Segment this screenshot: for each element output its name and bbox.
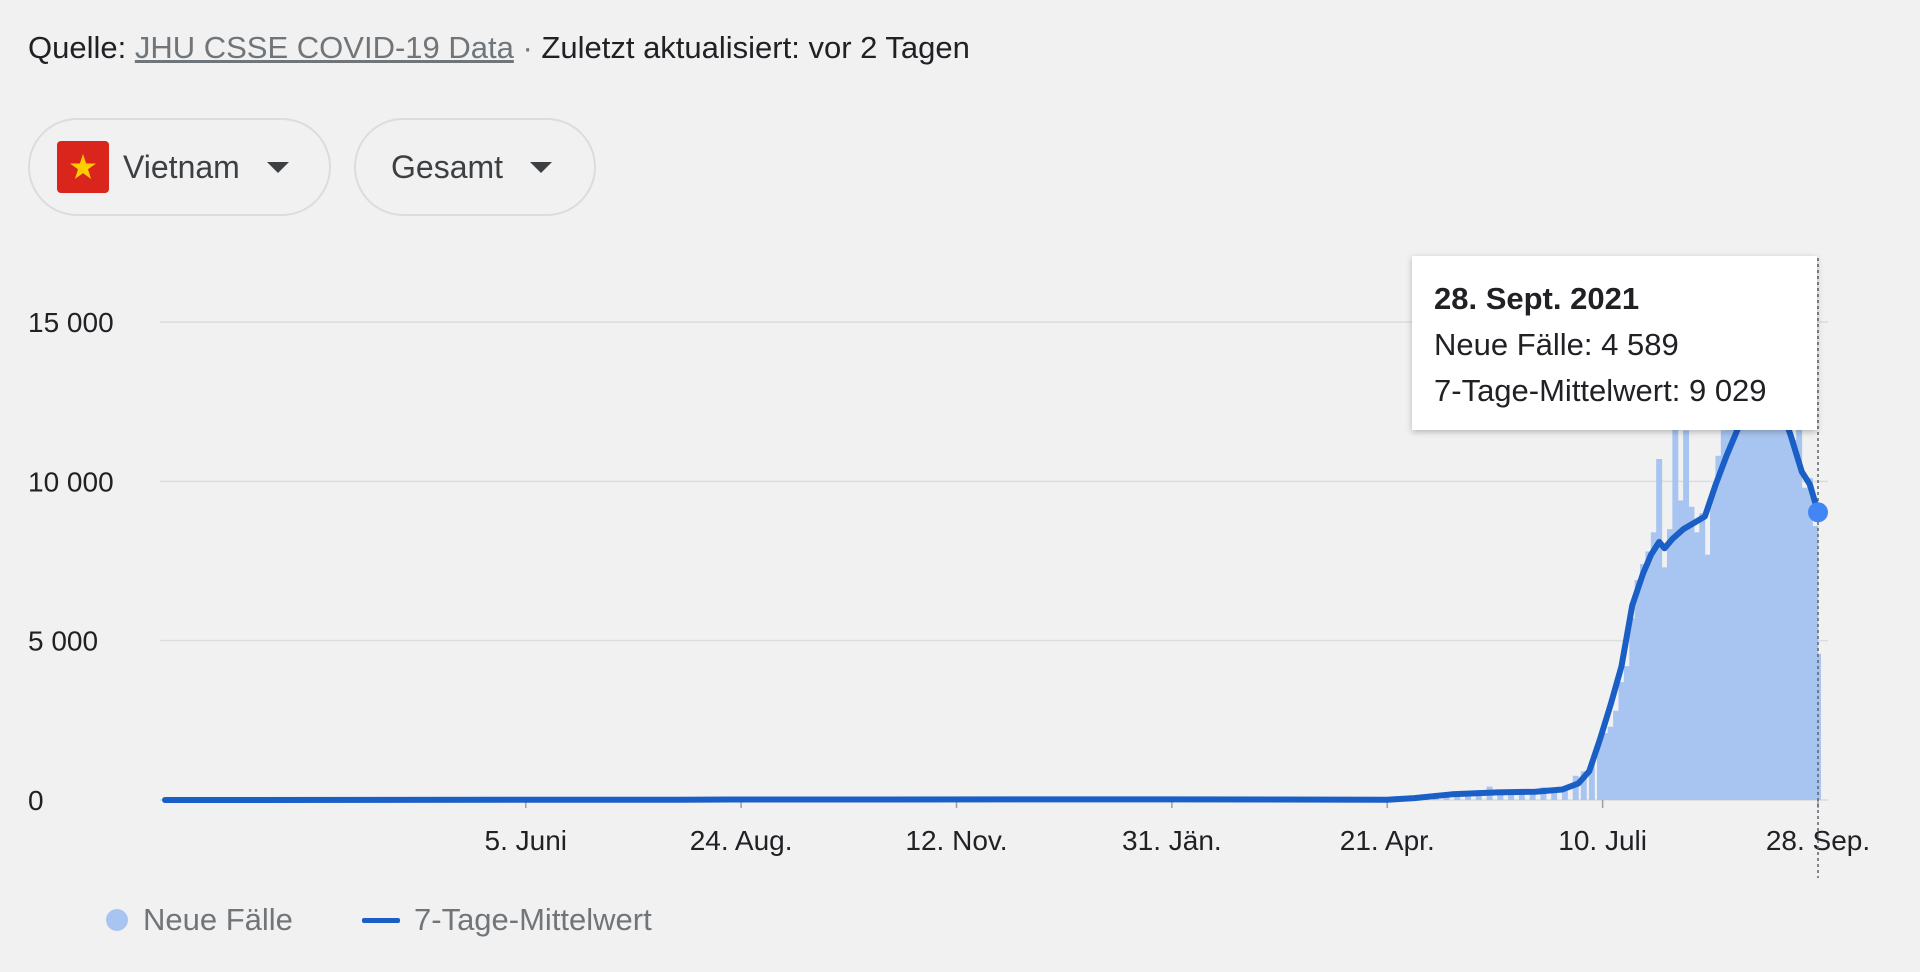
bar-new-cases [1774, 392, 1781, 800]
bar-new-cases [1726, 408, 1733, 800]
bar-new-cases [1715, 455, 1722, 800]
country-dropdown-label: Vietnam [123, 148, 240, 185]
bar-new-cases [1529, 792, 1536, 800]
bar-new-cases [1699, 513, 1706, 800]
bar-new-cases [1613, 710, 1620, 800]
mode-dropdown-label: Gesamt [391, 148, 504, 185]
bar-new-cases [1561, 786, 1568, 800]
x-tick-label: 10. Juli [1558, 825, 1647, 856]
bar-new-cases [1518, 791, 1525, 800]
bar-new-cases [1640, 564, 1646, 800]
bar-new-cases [1693, 532, 1700, 800]
last-updated-text: Zuletzt aktualisiert: vor 2 Tagen [541, 30, 970, 65]
bar-new-cases [1623, 666, 1630, 800]
bar-new-cases [1551, 788, 1558, 800]
bar-new-cases [1731, 385, 1738, 800]
bar-new-cases [1769, 404, 1776, 800]
bar-new-cases [1645, 551, 1652, 800]
country-dropdown[interactable]: Vietnam [28, 118, 331, 216]
bar-new-cases [1683, 430, 1690, 800]
seven-day-average-line [162, 392, 1821, 803]
x-tick-label: 24. Aug. [690, 825, 793, 856]
bar-new-cases [1785, 430, 1792, 800]
bar-new-cases [1801, 487, 1808, 800]
legend-dot-icon [106, 909, 128, 931]
bar-new-cases [1465, 793, 1471, 800]
bar-new-cases [1634, 580, 1641, 800]
source-separator: · [513, 30, 542, 65]
bar-new-cases [1666, 529, 1673, 800]
bar-new-cases [1572, 775, 1579, 800]
x-tick-label: 5. Juni [485, 825, 568, 856]
tooltip-new-cases: Neue Fälle: 4 589 [1434, 327, 1679, 362]
source-prefix: Quelle: [28, 30, 127, 65]
bar-new-cases [1742, 347, 1749, 800]
bar-new-cases [1677, 500, 1684, 800]
chart-tooltip: 28. Sept. 2021 Neue Fälle: 4 589 7-Tage-… [1412, 256, 1817, 430]
legend-seven-day-average[interactable]: 7-Tage-Mittelwert [362, 902, 652, 938]
bar-new-cases [1596, 739, 1603, 800]
chevron-down-icon [267, 161, 289, 173]
bar-new-cases [1758, 408, 1765, 800]
bar-new-cases [1747, 366, 1754, 800]
legend-line-icon [362, 917, 400, 923]
bar-new-cases [1710, 490, 1716, 800]
bar-new-cases [1580, 771, 1587, 800]
bar-new-cases [1588, 761, 1595, 800]
mode-dropdown[interactable]: Gesamt [354, 118, 596, 216]
tooltip-seven-day-average: 7-Tage-Mittelwert: 9 029 [1434, 373, 1767, 408]
bar-new-cases [1602, 733, 1609, 800]
chevron-down-icon [530, 161, 552, 173]
bar-new-cases [1796, 417, 1803, 800]
bar-new-cases [1661, 567, 1668, 800]
bar-new-cases [1736, 369, 1743, 800]
bar-new-cases [1607, 726, 1614, 800]
legend-new-cases[interactable]: Neue Fälle [106, 902, 293, 938]
bar-new-cases [1650, 532, 1657, 800]
bar-new-cases [1806, 478, 1813, 800]
tooltip-date: 28. Sept. 2021 [1434, 281, 1640, 316]
source-line: Quelle: JHU CSSE COVID-19 Data · Zuletzt… [28, 30, 970, 66]
source-link[interactable]: JHU CSSE COVID-19 Data [134, 30, 514, 65]
bar-new-cases [1629, 618, 1636, 800]
bar-new-cases [1720, 430, 1727, 800]
bar-new-cases [1656, 459, 1663, 800]
bar-new-cases [1753, 363, 1760, 800]
bar-new-cases [1780, 423, 1786, 800]
bar-new-cases [1790, 439, 1797, 800]
legend-seven-day-average-label: 7-Tage-Mittelwert [414, 902, 652, 937]
vietnam-flag-icon [57, 141, 109, 193]
x-tick-label: 31. Jän. [1122, 825, 1222, 856]
y-tick-label: 10 000 [28, 466, 114, 497]
bar-new-cases [1672, 423, 1679, 800]
x-tick-label: 21. Apr. [1340, 825, 1435, 856]
hover-point-marker [1808, 502, 1828, 523]
y-tick-label: 5 000 [28, 626, 98, 657]
bar-new-cases [1763, 385, 1770, 800]
bar-new-cases [1704, 554, 1711, 800]
bar-new-cases [1688, 506, 1695, 800]
legend-new-cases-label: Neue Fälle [143, 902, 293, 937]
x-tick-label: 12. Nov. [905, 825, 1007, 856]
bar-new-cases [1497, 793, 1504, 800]
y-tick-label: 15 000 [28, 307, 114, 338]
y-tick-label: 0 [28, 785, 44, 816]
bar-new-cases [1618, 682, 1625, 800]
bar-new-cases [1508, 790, 1515, 800]
